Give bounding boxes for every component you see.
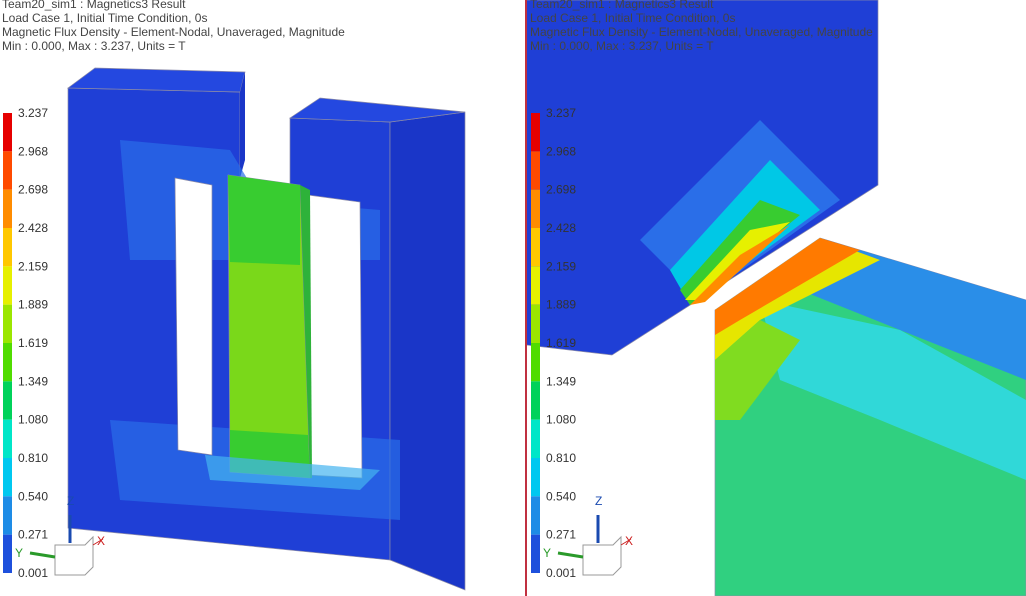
legend-label: 0.810 [546,451,576,465]
legend-label: 2.968 [18,144,48,158]
model-left [66,67,466,591]
legend-label: 0.810 [18,451,48,465]
legend-swatch [3,113,12,152]
legend-label: 0.540 [18,489,48,503]
legend-label: 1.889 [18,298,48,312]
triad-y [29,551,56,559]
legend-label: 3.237 [546,106,576,120]
legend-swatch [531,113,540,152]
legend-label: 2.428 [546,221,576,235]
legend-swatch [3,189,12,228]
triad-y-label: Y [543,546,551,560]
header-line: Magnetic Flux Density - Element-Nodal, U… [530,25,873,39]
header-line: Team20_sim1 : Magnetics3 Result [530,0,714,11]
triad-cube [54,535,94,576]
legend-swatch [3,151,12,190]
legend-swatch [531,419,540,458]
triad-x [620,538,632,546]
legend-swatch [531,381,540,420]
legend-swatch [531,343,540,382]
legend-label: 2.698 [18,183,48,197]
header-line: Team20_sim1 : Magnetics3 Result [2,0,186,11]
legend-label: 0.271 [18,528,48,542]
legend-swatch [3,343,12,382]
legend-label: 2.159 [546,259,576,273]
legend-label: 2.428 [18,221,48,235]
legend-swatch [3,458,12,497]
legend-swatch [531,228,540,267]
legend-label: 0.271 [546,528,576,542]
legend-swatch [3,228,12,267]
legend-label: 1.080 [546,413,576,427]
legend-label: 3.237 [18,106,48,120]
triad-x [92,538,104,546]
triad-y-label: Y [15,546,23,560]
legend-swatch [3,419,12,458]
header-line: Magnetic Flux Density - Element-Nodal, U… [2,25,345,39]
triad-cube [582,535,622,576]
legend-label: 0.001 [546,566,576,580]
legend-label: 2.159 [18,259,48,273]
legend-label: 1.619 [18,336,48,350]
model-right [525,0,1026,596]
legend-swatch [3,381,12,420]
legend-label: 1.080 [18,413,48,427]
legend-swatch [531,304,540,343]
legend-label: 2.698 [546,183,576,197]
legend-label: 0.540 [546,489,576,503]
legend-swatch [531,534,540,573]
legend-swatch [531,458,540,497]
legend-swatch [531,496,540,535]
triad-x-label: X [625,534,633,548]
legend-swatch [531,189,540,228]
legend-label: 1.889 [546,298,576,312]
legend-label: 0.001 [18,566,48,580]
header-line: Min : 0.000, Max : 3.237, Units = T [530,39,714,53]
legend-swatch [3,266,12,305]
legend-swatch [531,151,540,190]
triad-z-label: Z [67,494,74,508]
triad-x-label: X [97,534,105,548]
triad-y [557,551,584,559]
legend-swatch [531,266,540,305]
legend-swatch [3,304,12,343]
header-line: Load Case 1, Initial Time Condition, 0s [530,11,735,25]
legend-label: 1.349 [546,374,576,388]
legend-swatch [3,534,12,573]
legend-label: 1.349 [18,374,48,388]
triad-z-label: Z [595,494,602,508]
legend-swatch [3,496,12,535]
header-line: Load Case 1, Initial Time Condition, 0s [2,11,207,25]
header-line: Min : 0.000, Max : 3.237, Units = T [2,39,186,53]
legend-label: 2.968 [546,144,576,158]
legend-label: 1.619 [546,336,576,350]
